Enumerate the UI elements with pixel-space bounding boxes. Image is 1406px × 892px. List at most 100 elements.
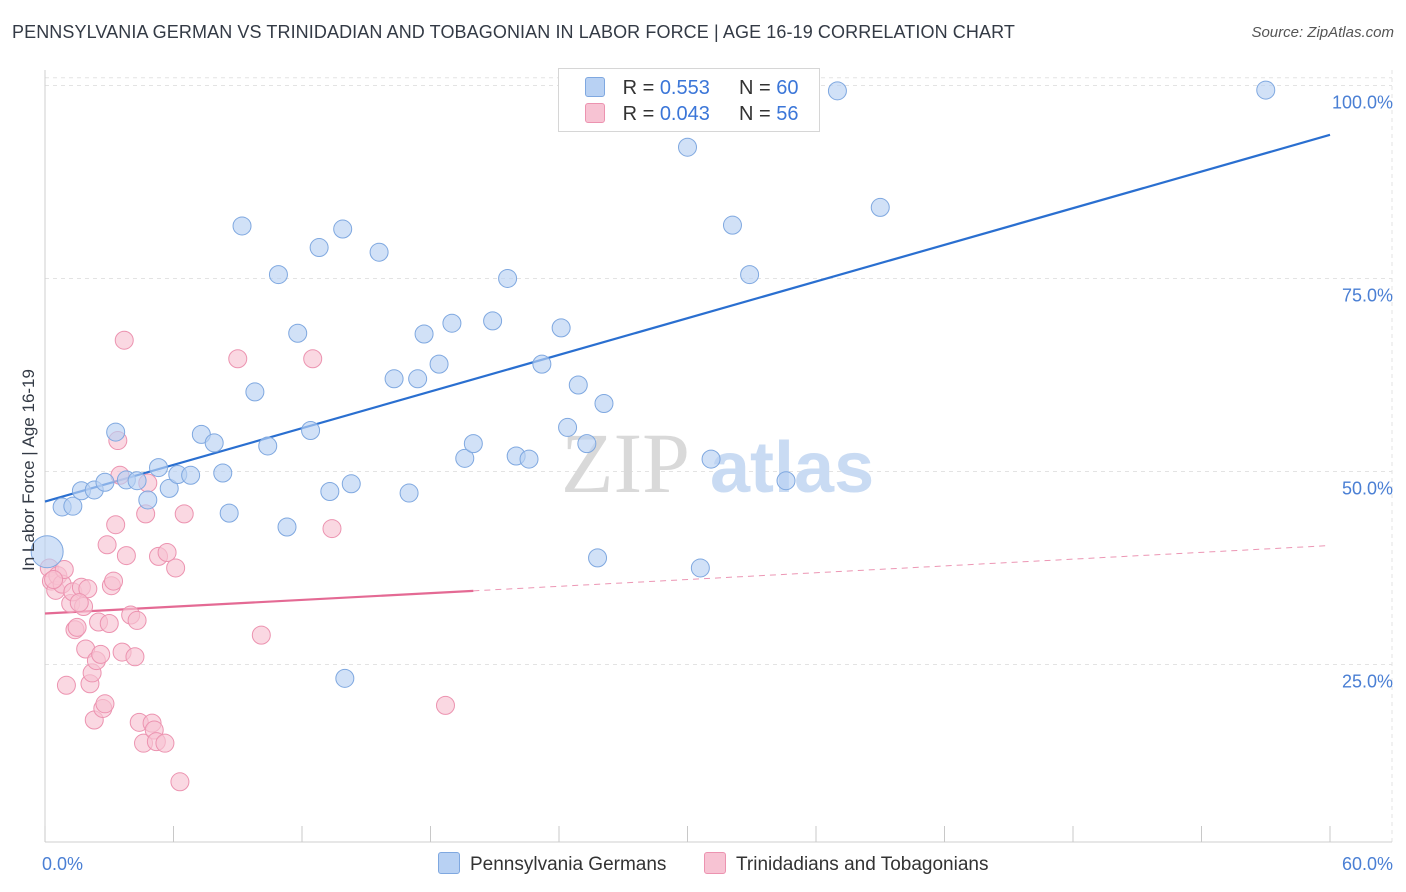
point-pennsylvania [258,436,278,456]
point-trinidadian [114,330,134,350]
point-trinidadian [322,519,342,539]
point-trinidadian [67,617,87,637]
y-axis-label: In Labor Force | Age 16-19 [19,369,38,571]
tick-labels: 25.0% 50.0% 75.0% 100.0% 0.0% 60.0% [42,92,1393,874]
watermark-zip: ZIP [561,415,690,511]
point-pennsylvania [181,465,201,485]
point-trinidadian [303,349,323,369]
bottom-legend-pennsylvania: Pennsylvania Germans [438,852,666,876]
point-pennsylvania [408,369,428,389]
source-label: Source: ZipAtlas.com [1251,24,1394,41]
point-trinidadian [125,647,145,667]
point-pennsylvania [159,478,179,498]
point-pennsylvania [827,81,847,101]
point-pennsylvania [138,490,158,510]
point-pennsylvania [722,215,742,235]
y-tick-label: 25.0% [1342,671,1393,691]
point-pennsylvania [106,422,126,442]
point-pennsylvania [127,471,147,491]
grid-lines [45,70,1393,842]
point-pennsylvania [219,503,239,523]
point-trinidadian [155,733,175,753]
point-trinidadian [174,504,194,524]
point-pennsylvania [588,548,608,568]
point-pennsylvania [870,197,890,217]
x-tick-label: 60.0% [1342,854,1393,874]
legend-row-trinidadians: R = 0.043 N = 56 [585,103,799,125]
point-pennsylvania [519,449,539,469]
point-pennsylvania [577,434,597,454]
y-tick-label: 50.0% [1342,478,1393,498]
point-pennsylvania [678,137,697,157]
bottom-legend-label: Pennsylvania Germans [470,854,667,875]
legend-n-value: 56 [776,103,799,125]
point-pennsylvania [740,265,760,285]
series-trinidadians-points [39,330,455,792]
point-pennsylvania [63,496,83,516]
legend-n-label: N = [739,77,771,99]
point-pennsylvania [399,483,419,503]
point-trinidadian [435,695,455,715]
point-pennsylvania [690,558,710,578]
point-trinidadian [44,570,64,590]
point-trinidadian [127,610,147,630]
point-pennsylvania [483,311,503,331]
legend-row-pennsylvania: R = 0.553 N = 60 [585,77,799,99]
point-pennsylvania [301,421,321,441]
point-pennsylvania [532,354,552,374]
point-pennsylvania [232,216,252,236]
point-pennsylvania [568,375,588,395]
point-trinidadian [106,515,126,535]
trend-line-pennsylvania [44,133,1331,503]
point-trinidadian [166,558,186,578]
point-pennsylvania [498,268,518,288]
legend-swatch-trinidadians [585,103,605,123]
x-tick-label: 0.0% [42,854,83,874]
point-trinidadian [99,614,119,634]
chart-title: PENNSYLVANIA GERMAN VS TRINIDADIAN AND T… [12,22,1015,42]
point-pennsylvania [335,668,355,688]
legend-n-label: N = [739,103,771,125]
point-pennsylvania [384,369,404,389]
point-trinidadian [157,543,177,562]
point-pennsylvania [149,458,169,478]
bottom-legend-swatch-pennsylvania [438,852,460,874]
point-pennsylvania [558,417,578,437]
point-trinidadian [97,535,117,555]
point-pennsylvania [429,354,449,374]
point-pennsylvania [30,535,64,569]
point-trinidadian [95,694,115,714]
point-trinidadian [78,579,98,599]
point-pennsylvania [333,219,353,239]
point-pennsylvania [701,449,721,469]
legend-r-value: 0.553 [659,77,710,99]
point-trinidadian [116,546,136,566]
point-pennsylvania [213,463,233,483]
point-pennsylvania [204,433,224,453]
point-trinidadian [228,349,248,369]
axes [44,70,1392,843]
bottom-legend-swatch-trinidadians [704,852,726,874]
bottom-legend-trinidadians: Trinidadians and Tobagonians [704,852,988,876]
watermark-atlas: atlas [710,428,874,508]
point-pennsylvania [268,265,288,285]
point-trinidadian [104,571,124,591]
trend-line-trinidadian [44,589,474,615]
point-pennsylvania [1256,80,1276,100]
trend-lines [44,133,1331,615]
point-pennsylvania [369,242,389,262]
point-pennsylvania [455,448,475,468]
point-trinidadian [69,593,89,613]
point-pennsylvania [776,471,796,491]
series-pennsylvania-points [30,80,1276,688]
point-trinidadian [251,625,271,645]
legend-r-value: 0.043 [659,103,710,125]
point-pennsylvania [463,434,483,454]
point-pennsylvania [245,382,265,402]
point-pennsylvania [414,324,434,344]
y-tick-label: 100.0% [1332,92,1393,112]
point-trinidadian [56,675,76,695]
point-trinidadian [170,772,190,792]
legend-n-value: 60 [776,77,799,99]
